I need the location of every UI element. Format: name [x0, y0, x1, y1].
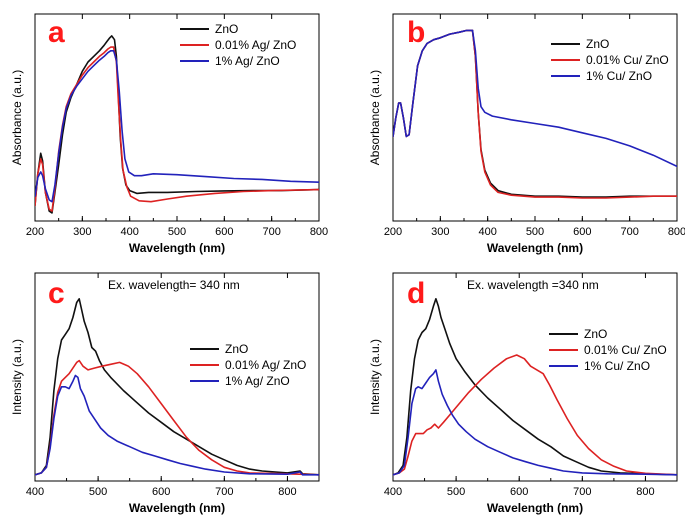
panel-letter: c	[48, 277, 65, 310]
panel-a: 200 300 400 500 600 700 800 Wavelength (nm) Abso…	[10, 13, 328, 255]
x-tick-label: 400	[478, 226, 496, 238]
excitation-note: Ex. wavelength =340 nm	[467, 278, 599, 292]
x-tick-label: 800	[310, 226, 328, 238]
y-axis-title: Absorbance (a.u.)	[10, 70, 24, 165]
series-line-2	[35, 46, 319, 212]
x-tick-label: 500	[526, 226, 544, 238]
legend-label: ZnO	[215, 22, 238, 36]
panel-letter: a	[48, 16, 65, 49]
x-tick-label: 300	[73, 226, 91, 238]
series-line-3	[393, 369, 677, 476]
legend-label: 0.01% Cu/ ZnO	[584, 343, 667, 357]
series-line-2	[393, 354, 677, 476]
x-tick-label: 600	[215, 226, 233, 238]
panel-b: 200 300 400 500 600 700 800 Wavelength (nm) Abso…	[368, 13, 685, 255]
legend-label: 0.01% Ag/ ZnO	[225, 358, 306, 372]
x-tick-label: 300	[431, 226, 449, 238]
series-line-2	[35, 359, 319, 476]
x-tick-label: 800	[636, 486, 654, 498]
series-line-1	[393, 298, 677, 476]
x-tick-label: 200	[384, 226, 402, 238]
legend-label: ZnO	[586, 37, 609, 51]
x-tick-label: 800	[668, 226, 685, 238]
series-line-3	[393, 29, 677, 168]
x-tick-label: 800	[278, 486, 296, 498]
x-tick-label: 200	[26, 226, 44, 238]
plot-frame	[34, 272, 320, 482]
x-axis-title: Wavelength (nm)	[487, 501, 583, 515]
x-axis-title: Wavelength (nm)	[129, 241, 225, 255]
x-tick-label: 700	[215, 486, 233, 498]
x-axis-title: Wavelength (nm)	[487, 241, 583, 255]
x-tick-label: 400	[26, 486, 44, 498]
legend-label: ZnO	[584, 327, 607, 341]
panel-d: 400 500 600 700 800 Wavelength (nm) Intensity …	[368, 272, 678, 515]
plot-frame	[392, 272, 678, 482]
x-tick-label: 400	[120, 226, 138, 238]
y-axis-title: Absorbance (a.u.)	[368, 70, 382, 165]
series-line-3	[35, 50, 319, 203]
x-axis-title: Wavelength (nm)	[129, 501, 225, 515]
series-line-1	[35, 298, 319, 476]
legend-label: ZnO	[225, 342, 248, 356]
x-tick-label: 500	[89, 486, 107, 498]
y-axis-title: Intensity (a.u.)	[10, 339, 24, 415]
x-tick-label: 700	[573, 486, 591, 498]
x-tick-label: 600	[152, 486, 170, 498]
panel-c: 400 500 600 700 800 Wavelength (nm) Intensity …	[10, 272, 320, 515]
series-line-1	[35, 35, 319, 214]
x-tick-label: 700	[262, 226, 280, 238]
excitation-note: Ex. wavelength= 340 nm	[108, 278, 240, 292]
legend-label: 0.01% Ag/ ZnO	[215, 38, 296, 52]
legend-label: 0.01% Cu/ ZnO	[586, 53, 669, 67]
x-tick-label: 600	[510, 486, 528, 498]
x-tick-label: 700	[620, 226, 638, 238]
legend-label: 1% Cu/ ZnO	[584, 359, 650, 373]
legend-label: 1% Ag/ ZnO	[225, 374, 290, 388]
plot-frame	[392, 13, 678, 222]
x-tick-label: 500	[447, 486, 465, 498]
x-tick-label: 500	[168, 226, 186, 238]
panel-letter: b	[407, 16, 425, 49]
legend-label: 1% Cu/ ZnO	[586, 69, 652, 83]
x-tick-label: 400	[384, 486, 402, 498]
series-line-3	[35, 374, 319, 476]
y-axis-title: Intensity (a.u.)	[368, 339, 382, 415]
legend-label: 1% Ag/ ZnO	[215, 54, 280, 68]
panel-letter: d	[407, 277, 425, 310]
x-tick-label: 600	[573, 226, 591, 238]
